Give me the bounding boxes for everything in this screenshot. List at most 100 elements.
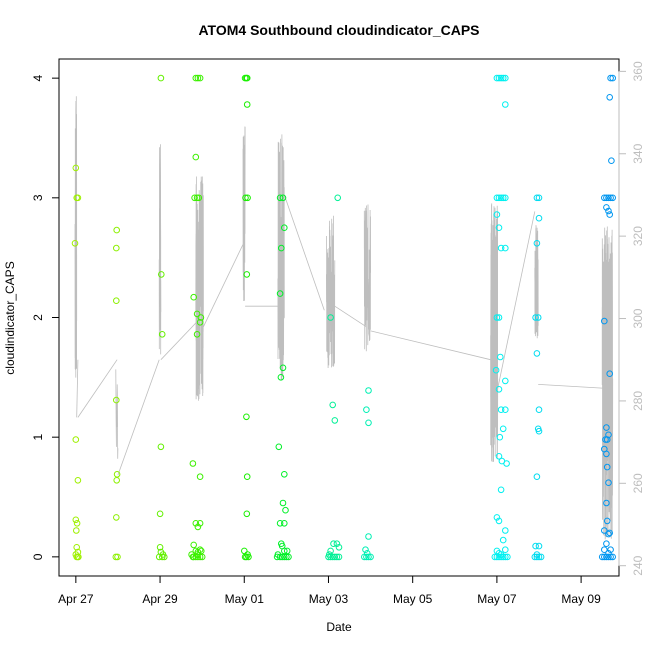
data-point — [198, 553, 206, 561]
data-point — [605, 431, 612, 439]
data-point — [605, 194, 612, 202]
data-point — [361, 553, 368, 561]
data-point — [535, 406, 543, 414]
data-point — [281, 471, 288, 478]
y2-tick-label: 320 — [631, 226, 645, 246]
data-point — [535, 194, 543, 202]
data-point — [601, 194, 608, 202]
data-point — [495, 314, 503, 321]
data-point — [598, 553, 606, 561]
data-point — [502, 527, 509, 534]
data-point — [198, 547, 205, 555]
data-point — [497, 74, 505, 82]
data-point — [502, 377, 509, 385]
data-point — [243, 271, 251, 278]
data-point — [278, 244, 285, 252]
data-point — [193, 310, 201, 318]
data-point — [532, 314, 539, 321]
data-point — [606, 370, 614, 378]
data-point — [533, 473, 541, 481]
data-point — [71, 240, 79, 247]
data-point — [533, 194, 541, 202]
data-point — [365, 419, 372, 427]
data-point — [605, 553, 612, 561]
secondary-line-segment — [277, 134, 285, 381]
data-point — [603, 436, 611, 443]
data-point — [156, 544, 164, 551]
data-point — [157, 443, 165, 451]
data-point — [333, 553, 341, 561]
data-point — [603, 553, 610, 561]
data-point — [603, 450, 610, 458]
x-tick-label: May 05 — [393, 592, 433, 606]
y-tick-label: 3 — [31, 194, 45, 201]
data-point — [497, 406, 505, 414]
secondary-line-segment — [370, 330, 491, 361]
data-point — [362, 546, 369, 554]
data-point — [606, 211, 614, 218]
y-tick-label: 0 — [31, 553, 45, 560]
data-point — [532, 542, 539, 550]
secondary-line-segment — [601, 226, 614, 540]
data-point — [283, 553, 290, 561]
data-point — [113, 297, 120, 305]
data-point — [159, 551, 167, 558]
data-point — [241, 547, 248, 555]
data-point — [113, 226, 120, 234]
data-point — [607, 553, 614, 561]
data-point — [534, 314, 542, 321]
secondary-line-segment — [74, 96, 78, 378]
x-tick-label: May 07 — [477, 592, 517, 606]
data-point — [535, 427, 543, 435]
data-point — [491, 553, 499, 561]
data-point — [495, 517, 503, 525]
data-point — [502, 101, 509, 108]
data-point — [335, 553, 343, 561]
secondary-line-segment — [363, 204, 372, 352]
data-point — [497, 244, 505, 252]
data-point — [326, 551, 333, 558]
data-point — [533, 240, 541, 247]
data-point — [365, 387, 372, 394]
x-tick-label: Apr 27 — [58, 592, 94, 606]
data-point — [499, 425, 507, 433]
data-point — [607, 74, 614, 82]
data-point — [367, 553, 374, 561]
data-point — [499, 553, 507, 561]
data-point — [535, 542, 543, 550]
data-point — [279, 364, 287, 372]
data-point — [281, 553, 288, 561]
y2-tick-label: 300 — [631, 308, 645, 328]
data-point — [196, 520, 204, 527]
secondary-line-segment — [160, 318, 201, 360]
data-point — [601, 317, 608, 325]
data-point — [113, 514, 120, 521]
data-point — [331, 417, 339, 424]
data-point — [495, 194, 503, 202]
data-point — [276, 520, 284, 527]
y2-tick-label: 260 — [631, 473, 645, 493]
data-point — [499, 536, 507, 544]
data-point — [606, 94, 614, 101]
data-point — [75, 553, 82, 561]
data-point — [74, 194, 82, 202]
data-point — [157, 74, 165, 82]
data-point — [493, 194, 501, 202]
data-point — [73, 527, 80, 534]
data-point — [114, 553, 121, 561]
secondary-line-segment — [242, 126, 246, 302]
data-point — [603, 517, 611, 525]
data-point — [196, 473, 204, 481]
data-point — [113, 471, 121, 478]
x-axis: Apr 27 Apr 29 May 01 May 03 May 05 May 07 May … — [58, 575, 601, 606]
data-point — [196, 74, 204, 82]
data-point — [605, 550, 612, 557]
data-point — [333, 540, 341, 548]
data-point — [192, 74, 200, 82]
data-point — [535, 553, 543, 561]
data-point — [113, 477, 120, 484]
data-point — [504, 553, 511, 561]
data-point — [503, 460, 510, 467]
secondary-line-segment — [497, 211, 536, 389]
data-point — [603, 540, 610, 548]
